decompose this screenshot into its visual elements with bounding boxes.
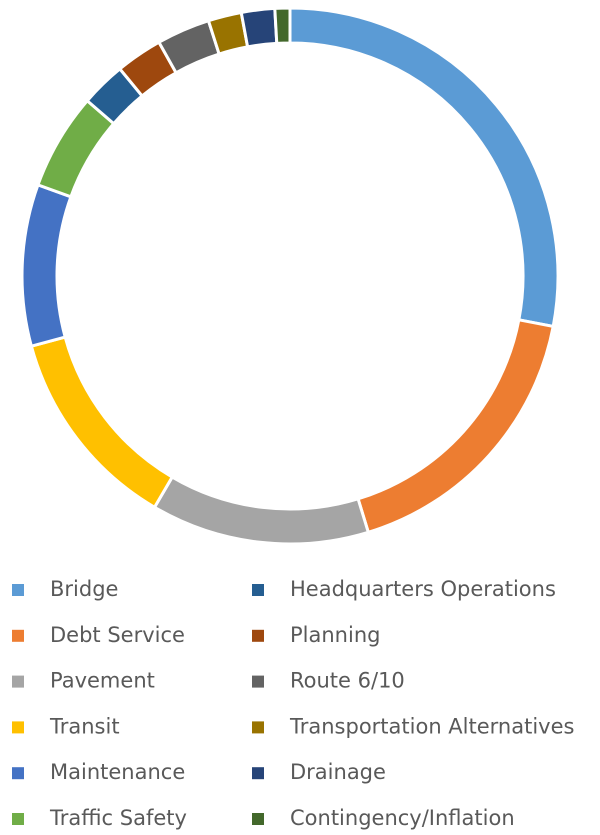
donut-slice	[273, 6, 292, 45]
legend-label: Headquarters Operations	[290, 577, 556, 601]
legend-swatch	[12, 813, 24, 825]
legend-label: Transit	[49, 714, 120, 738]
donut-slice	[29, 335, 175, 510]
legend-swatch	[252, 721, 264, 734]
legend-label: Traffic Safety	[49, 806, 187, 830]
legend-label: Planning	[290, 623, 380, 647]
legend-swatch	[12, 584, 24, 596]
donut-slice	[20, 182, 73, 349]
legend-swatch	[12, 767, 24, 780]
legend-label: Contingency/Inflation	[290, 806, 515, 830]
donut-slice	[356, 318, 555, 535]
donut-slice	[152, 474, 371, 546]
legend-swatch	[252, 675, 264, 688]
legend-swatch	[252, 629, 264, 642]
legend-swatch	[252, 584, 264, 596]
legend-label: Debt Service	[50, 623, 185, 647]
donut-slice	[239, 6, 279, 49]
legend-swatch	[12, 721, 24, 734]
legend-swatch	[252, 813, 264, 825]
legend-label: Transportation Alternatives	[289, 714, 574, 738]
legend-swatch	[252, 767, 264, 780]
legend-label: Bridge	[50, 577, 118, 601]
legend-label: Pavement	[50, 669, 155, 693]
legend-swatch	[12, 675, 24, 688]
legend-label: Maintenance	[50, 760, 185, 784]
legend-swatch	[12, 629, 24, 642]
legend-label: Drainage	[290, 760, 386, 784]
donut-slice	[288, 6, 560, 329]
legend-label: Route 6/10	[290, 669, 405, 693]
